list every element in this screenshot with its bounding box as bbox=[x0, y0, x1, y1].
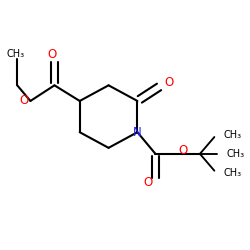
Text: CH₃: CH₃ bbox=[7, 49, 25, 59]
Text: O: O bbox=[20, 94, 29, 108]
Text: O: O bbox=[178, 144, 188, 157]
Text: O: O bbox=[144, 176, 153, 189]
Text: CH₃: CH₃ bbox=[224, 168, 242, 178]
Text: N: N bbox=[133, 126, 142, 139]
Text: CH₃: CH₃ bbox=[226, 149, 244, 159]
Text: O: O bbox=[164, 76, 173, 90]
Text: O: O bbox=[48, 48, 57, 60]
Text: CH₃: CH₃ bbox=[224, 130, 242, 140]
